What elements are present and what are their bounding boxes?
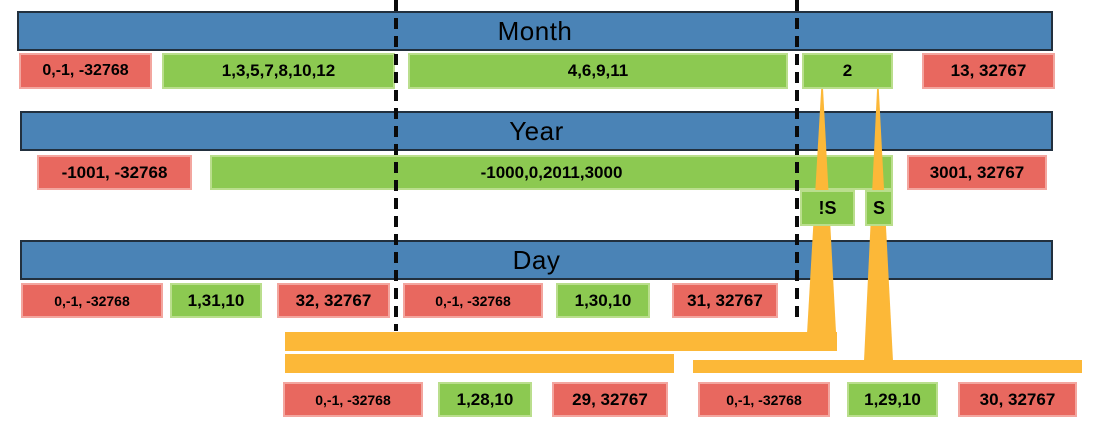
connector-bar-left: [285, 354, 674, 373]
dashed-divider-right: [795, 0, 799, 323]
day-class-valid-30: 1,30,10: [556, 283, 650, 318]
feb-class-invalid-low-29: 0,-1, -32768: [698, 382, 830, 417]
feb-class-valid-28: 1,28,10: [438, 382, 532, 417]
dashed-divider-left: [394, 0, 398, 331]
feb-class-invalid-high-28: 29, 32767: [552, 382, 668, 417]
leap-flag-not-leap: !S: [800, 190, 855, 226]
month-bar: Month: [17, 11, 1053, 51]
month-class-30-day-months: 4,6,9,11: [408, 53, 788, 89]
month-class-invalid-low: 0,-1, -32768: [19, 53, 152, 89]
year-class-invalid-high: 3001, 32767: [907, 155, 1047, 190]
day-class-invalid-low-31: 0,-1, -32768: [21, 283, 163, 318]
leap-flag-leap: S: [865, 190, 893, 226]
feb-class-invalid-high-29: 30, 32767: [958, 382, 1077, 417]
feb-class-valid-29: 1,29,10: [847, 382, 938, 417]
year-bar: Year: [20, 111, 1053, 151]
month-class-invalid-high: 13, 32767: [922, 53, 1055, 89]
day-class-invalid-low-30: 0,-1, -32768: [403, 283, 543, 318]
month-class-february: 2: [802, 53, 893, 89]
year-class-valid-range: -1000,0,2011,3000: [210, 155, 893, 190]
day-class-valid-31: 1,31,10: [170, 283, 262, 318]
connector-bar-top: [285, 332, 837, 351]
feb-class-invalid-low-28: 0,-1, -32768: [283, 382, 423, 417]
month-bar-label: Month: [497, 15, 573, 46]
month-class-31-day-months: 1,3,5,7,8,10,12: [162, 53, 395, 89]
day-class-invalid-high-31: 32, 32767: [277, 283, 390, 318]
year-class-invalid-low: -1001, -32768: [37, 155, 192, 190]
year-bar-label: Year: [509, 115, 564, 146]
connector-bar-right: [693, 360, 1082, 373]
day-class-invalid-high-30: 31, 32767: [672, 283, 778, 318]
day-bar-label: Day: [512, 244, 561, 275]
day-bar: Day: [20, 240, 1053, 280]
